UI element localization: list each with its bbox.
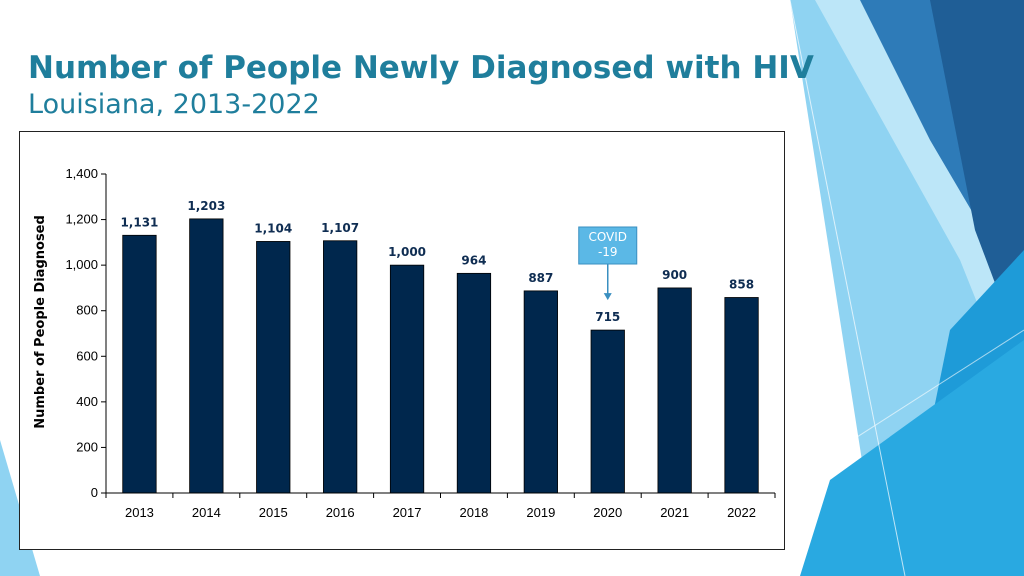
callout-arrow-head	[603, 293, 612, 301]
y-tick-label: 400	[76, 394, 98, 409]
bar	[189, 218, 224, 494]
bar	[657, 287, 692, 494]
data-label: 858	[729, 277, 754, 291]
covid-callout: COVID-19	[578, 226, 638, 301]
chart-frame: Number of People Diagnosed 0 200 400 600 800…	[19, 131, 785, 550]
y-tick-label: 1,400	[65, 166, 98, 181]
bars: 1,131 1,203 1,104 1,107 1,000 964 887 715 900 858	[120, 199, 759, 494]
bar	[122, 234, 157, 494]
y-tick-label: 1,000	[65, 257, 98, 272]
y-axis-label: Number of People Diagnosed	[33, 215, 48, 429]
x-tick-label: 2014	[192, 505, 221, 520]
x-tick-label: 2020	[593, 505, 622, 520]
data-label: 1,107	[321, 221, 359, 235]
slide-title: Number of People Newly Diagnosed with HI…	[28, 50, 814, 86]
x-tick-label: 2019	[526, 505, 555, 520]
x-tick-label: 2017	[393, 505, 422, 520]
bar-chart: Number of People Diagnosed 0 200 400 600 800…	[33, 166, 776, 520]
x-tick-label: 2018	[459, 505, 488, 520]
x-tick-label: 2013	[125, 505, 154, 520]
bar	[389, 264, 425, 494]
callout-box	[578, 226, 638, 265]
data-label: 715	[595, 310, 620, 324]
callout-text: -19	[598, 245, 618, 259]
y-tick-label: 0	[91, 485, 98, 500]
y-axis: 0 200 400 600 800 1,000 1,200 1,400	[65, 166, 107, 500]
bar	[456, 272, 492, 494]
bar	[523, 290, 558, 494]
data-label: 900	[662, 268, 687, 282]
data-label: 964	[461, 253, 486, 267]
y-tick-label: 200	[76, 439, 98, 454]
bar	[590, 329, 625, 494]
y-tick-label: 600	[76, 348, 98, 363]
data-label: 1,104	[254, 221, 292, 235]
y-tick-label: 800	[76, 303, 98, 318]
slide-subtitle: Louisiana, 2013-2022	[28, 89, 320, 120]
x-tick-label: 2016	[326, 505, 355, 520]
x-tick-label: 2021	[660, 505, 689, 520]
bar	[256, 241, 291, 494]
data-label: 1,131	[120, 215, 158, 229]
callout-text: COVID	[588, 230, 627, 244]
x-tick-label: 2022	[727, 505, 756, 520]
bar	[724, 297, 759, 494]
bar	[323, 240, 358, 494]
data-label: 1,203	[187, 199, 225, 213]
x-axis: 2013 2014 2015 2016 2017 2018 2019 2020 2021 2022	[105, 492, 776, 520]
data-label: 1,000	[388, 245, 426, 259]
y-tick-label: 1,200	[65, 212, 98, 227]
x-tick-label: 2015	[259, 505, 288, 520]
data-label: 887	[528, 271, 553, 285]
